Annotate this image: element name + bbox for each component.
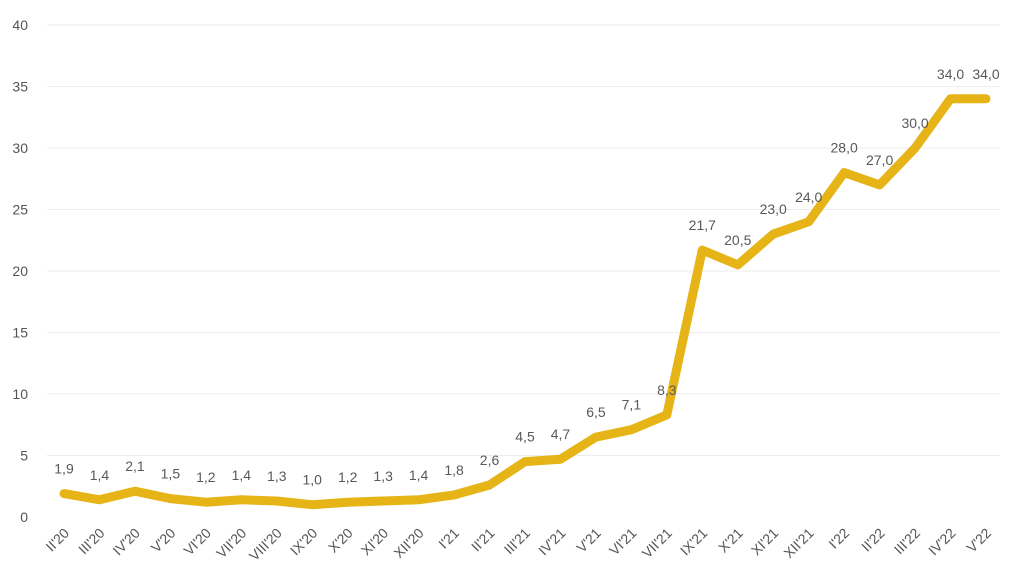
x-tick-label: IX'20	[287, 525, 321, 559]
y-axis: 0 5 10 15 20 25 30 35 40	[12, 17, 28, 525]
data-label: 7,1	[622, 397, 642, 413]
data-label: 1,0	[302, 472, 322, 488]
y-tick-label: 25	[12, 202, 28, 218]
x-tick-label: II'20	[42, 525, 72, 555]
x-tick-label: III'20	[75, 525, 108, 558]
x-tick-label: XII'20	[390, 525, 426, 561]
y-tick-label: 0	[20, 509, 28, 525]
x-tick-label: VI'20	[180, 525, 214, 559]
data-label: 34,0	[937, 66, 964, 82]
x-tick-label: IV'20	[109, 525, 143, 559]
data-label: 28,0	[831, 140, 858, 156]
data-label: 1,2	[338, 469, 358, 485]
x-tick-label: IX'21	[677, 525, 711, 559]
data-label: 4,7	[551, 426, 571, 442]
data-label: 34,0	[972, 66, 999, 82]
data-label: 21,7	[689, 217, 716, 233]
data-label: 1,5	[161, 466, 181, 482]
x-tick-label: VIII'20	[246, 525, 285, 564]
y-tick-label: 35	[12, 79, 28, 95]
x-tick-label: III'21	[501, 525, 534, 558]
data-label: 1,3	[373, 468, 393, 484]
y-tick-label: 5	[20, 448, 28, 464]
data-label: 2,1	[125, 458, 145, 474]
data-label: 27,0	[866, 152, 893, 168]
x-tick-label: XI'21	[748, 525, 782, 559]
x-tick-label: X'20	[325, 525, 356, 556]
data-labels: 1,9 1,4 2,1 1,5 1,2 1,4 1,3 1,0 1,2 1,3 1,4 1,8 2,6 4…	[54, 66, 1000, 488]
y-tick-label: 15	[12, 325, 28, 341]
x-tick-label: VII'21	[639, 525, 675, 561]
x-tick-label: I'22	[825, 525, 852, 552]
data-label: 24,0	[795, 189, 822, 205]
data-label: 30,0	[901, 115, 928, 131]
data-label: 1,4	[90, 467, 110, 483]
data-label: 1,8	[444, 462, 464, 478]
x-tick-label: X'21	[715, 525, 746, 556]
x-tick-label: VI'21	[606, 525, 640, 559]
data-label: 1,2	[196, 469, 216, 485]
data-label: 4,5	[515, 429, 535, 445]
data-label: 8,3	[657, 382, 677, 398]
data-label: 1,3	[267, 468, 287, 484]
data-label: 6,5	[586, 404, 606, 420]
x-tick-label: IV'22	[925, 525, 959, 559]
x-tick-label: III'22	[891, 525, 924, 558]
x-tick-label: VII'20	[213, 525, 249, 561]
x-tick-label: V'20	[148, 525, 179, 556]
series-line	[59, 94, 991, 510]
x-tick-label: II'21	[468, 525, 498, 555]
data-label: 1,4	[232, 467, 252, 483]
y-tick-label: 20	[12, 263, 28, 279]
x-tick-label: IV'21	[535, 525, 569, 559]
grid	[47, 24, 1000, 456]
x-tick-label: II'22	[858, 525, 888, 555]
data-label: 2,6	[480, 452, 500, 468]
x-tick-label: V'22	[963, 525, 994, 556]
x-tick-label: I'21	[435, 525, 462, 552]
x-tick-label: V'21	[573, 525, 604, 556]
x-tick-label: XII'21	[780, 525, 816, 561]
x-tick-label: XI'20	[358, 525, 392, 559]
data-label: 23,0	[760, 201, 787, 217]
y-tick-label: 10	[12, 386, 28, 402]
y-tick-label: 30	[12, 140, 28, 156]
data-label: 20,5	[724, 232, 751, 248]
y-tick-label: 40	[12, 17, 28, 33]
data-label: 1,9	[54, 461, 74, 477]
data-label: 1,4	[409, 467, 429, 483]
